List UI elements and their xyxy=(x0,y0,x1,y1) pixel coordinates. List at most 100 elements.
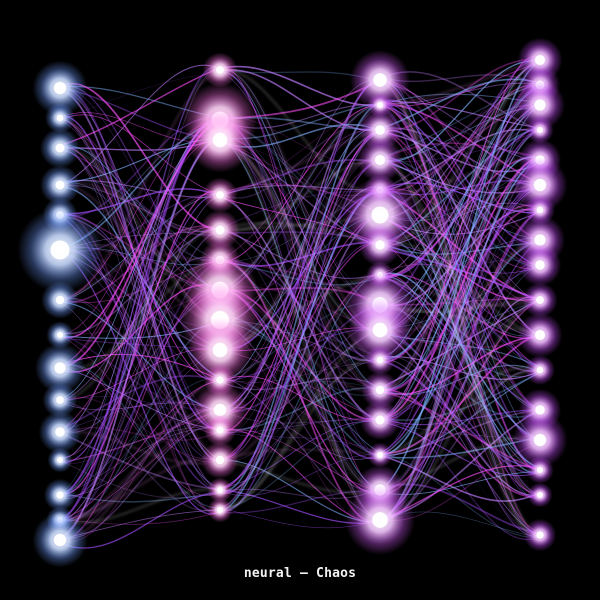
neuron xyxy=(374,154,386,166)
connection-glow xyxy=(59,457,221,522)
neuron xyxy=(536,126,544,134)
neuron xyxy=(375,385,385,395)
connection-glow xyxy=(379,103,541,302)
neuron xyxy=(54,362,66,374)
neuron xyxy=(56,491,64,499)
neuron xyxy=(371,206,389,224)
neuron xyxy=(537,492,543,498)
connection xyxy=(219,454,381,497)
connection-glow xyxy=(379,158,541,537)
connection xyxy=(59,180,221,262)
caption: neural — Chaos xyxy=(243,566,357,581)
connection-glow xyxy=(379,58,541,392)
connection xyxy=(59,190,221,495)
connection xyxy=(59,380,221,520)
connection xyxy=(219,359,381,490)
connection xyxy=(59,229,221,523)
neuron xyxy=(535,405,545,415)
connection xyxy=(219,103,381,492)
neuron xyxy=(534,329,546,341)
connection xyxy=(379,102,541,421)
connection xyxy=(59,114,221,196)
neuron xyxy=(536,206,544,214)
connection xyxy=(219,105,381,263)
neuron xyxy=(55,427,65,437)
connection xyxy=(59,374,221,432)
neuron xyxy=(213,403,227,417)
neuron xyxy=(534,234,546,246)
neuron xyxy=(376,356,384,364)
connection-glow xyxy=(379,366,541,457)
connection xyxy=(219,103,381,460)
connection xyxy=(379,129,541,456)
neuron xyxy=(56,396,64,404)
neurons xyxy=(17,37,568,568)
connection xyxy=(59,66,221,522)
connection xyxy=(379,78,541,130)
neuron xyxy=(215,455,225,465)
connection xyxy=(379,243,541,533)
connection-glow xyxy=(59,182,221,234)
connection xyxy=(379,263,541,299)
neuron xyxy=(534,54,546,66)
neuron xyxy=(53,533,67,547)
neuron xyxy=(375,240,385,250)
neuron xyxy=(372,322,388,338)
neuron xyxy=(536,466,544,474)
neuron xyxy=(536,296,544,304)
neuron xyxy=(53,81,67,95)
connection xyxy=(59,301,221,512)
connection-glow xyxy=(59,228,221,402)
connection xyxy=(379,262,541,489)
neuron xyxy=(216,66,224,74)
connection xyxy=(379,454,541,502)
connection xyxy=(379,101,541,279)
neuron xyxy=(216,191,224,199)
connection xyxy=(379,390,541,472)
neuron xyxy=(50,240,70,260)
neuron xyxy=(535,260,545,270)
neuron xyxy=(216,426,224,434)
connection xyxy=(219,432,381,454)
neuron xyxy=(536,531,544,539)
neuron xyxy=(533,433,547,447)
neuron xyxy=(377,452,383,458)
connection-glow xyxy=(219,447,381,462)
neuron xyxy=(215,225,225,235)
connection xyxy=(219,131,381,509)
neuron xyxy=(217,487,223,493)
neuron xyxy=(375,125,385,135)
connection xyxy=(219,161,381,411)
connection xyxy=(219,129,381,461)
connection-glow xyxy=(379,78,541,537)
connection xyxy=(379,420,541,541)
neuron xyxy=(534,99,546,111)
neuron xyxy=(372,512,388,528)
neuron xyxy=(212,342,228,358)
neuron xyxy=(55,180,65,190)
neuron xyxy=(56,331,64,339)
connection-glow xyxy=(59,116,221,462)
neuron xyxy=(377,102,383,108)
neuron xyxy=(57,457,63,463)
connection-glow xyxy=(379,78,541,537)
neuron xyxy=(373,73,387,87)
neuron xyxy=(55,295,65,305)
connection xyxy=(219,387,381,431)
neuron xyxy=(56,114,64,122)
neuron xyxy=(533,178,547,192)
neuron xyxy=(55,143,65,153)
neuron xyxy=(216,376,224,384)
neuron xyxy=(217,507,223,513)
neuron xyxy=(375,415,385,425)
connection xyxy=(59,396,221,460)
connection xyxy=(219,379,381,457)
connection-glow xyxy=(379,158,541,412)
connection xyxy=(59,64,221,187)
neuron xyxy=(212,132,228,148)
connection xyxy=(219,81,381,459)
connection xyxy=(379,104,541,268)
connection xyxy=(379,356,541,496)
neuron xyxy=(536,366,544,374)
